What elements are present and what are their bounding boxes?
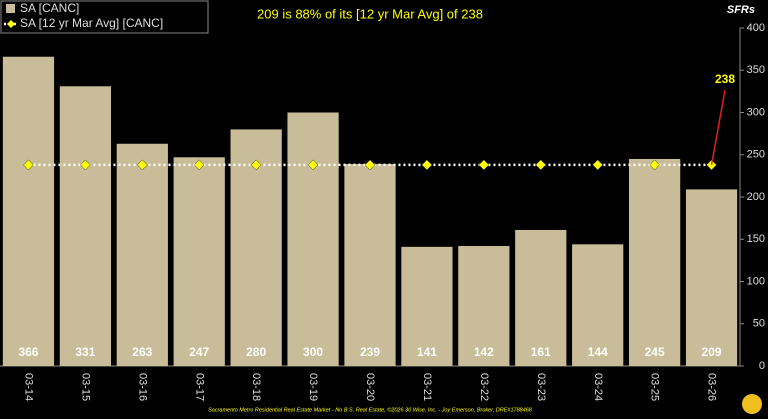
bar <box>344 164 396 366</box>
chart-title: 209 is 88% of its [12 yr Mar Avg] of 238 <box>257 6 483 21</box>
data-label: 142 <box>474 345 494 359</box>
x-tick-label: 03-21 <box>421 373 433 401</box>
avg-marker <box>80 159 91 171</box>
bar <box>629 158 681 366</box>
bar <box>116 143 168 366</box>
bar <box>401 246 453 366</box>
y-tick-label: 200 <box>747 191 765 203</box>
annotation: 238 <box>715 72 735 86</box>
data-label: 247 <box>189 345 209 359</box>
data-label: 161 <box>531 345 551 359</box>
y-tick-label: 250 <box>747 149 765 161</box>
y-tick-label: 400 <box>747 22 765 34</box>
x-tick-label: 03-16 <box>136 373 148 401</box>
avg-marker <box>136 159 148 171</box>
x-tick-label: 03-23 <box>535 373 547 401</box>
data-label: 239 <box>360 345 380 359</box>
avg-marker <box>23 159 34 171</box>
y-tick-label: 350 <box>747 64 765 76</box>
avg-marker <box>478 159 490 171</box>
avg-marker <box>592 159 604 171</box>
bar <box>572 244 624 366</box>
legend-label: SA [CANC] <box>20 1 79 15</box>
data-label: 141 <box>417 345 437 359</box>
logo <box>742 394 762 414</box>
data-label: 280 <box>246 345 266 359</box>
y-tick-label: 150 <box>747 233 765 245</box>
y-tick-label: 100 <box>747 275 765 287</box>
legend-box <box>0 0 209 34</box>
data-label: 331 <box>75 345 95 359</box>
avg-marker <box>307 159 319 171</box>
avg-marker <box>535 159 547 171</box>
data-label: 144 <box>588 345 608 359</box>
y-tick-label: 0 <box>759 360 765 372</box>
bar <box>287 112 339 366</box>
avg-marker <box>250 159 262 171</box>
x-tick-label: 03-26 <box>706 373 718 401</box>
x-tick-label: 03-19 <box>307 373 319 401</box>
bar <box>173 157 225 366</box>
bar <box>2 56 55 366</box>
x-tick-label: 03-24 <box>592 373 604 401</box>
x-tick-label: 03-22 <box>478 373 490 401</box>
data-label: 209 <box>702 345 722 359</box>
avg-marker <box>364 159 376 171</box>
x-tick-label: 03-18 <box>250 373 262 401</box>
bar <box>515 229 567 366</box>
data-label: 300 <box>303 345 323 359</box>
y-tick-label: 50 <box>753 318 765 330</box>
legend-label: SA [12 yr Mar Avg] [CANC] <box>20 16 163 30</box>
avg-marker <box>649 159 660 171</box>
footer: Sacramento Metro Residential Real Estate… <box>208 406 533 413</box>
bar <box>59 86 111 367</box>
bar <box>685 189 738 366</box>
annotation-arrow <box>710 89 726 166</box>
avg-marker <box>421 159 433 171</box>
y-axis-label: SFRs <box>727 4 755 16</box>
bar <box>458 246 510 366</box>
x-tick-label: 03-14 <box>23 373 35 401</box>
x-tick-label: 03-25 <box>649 373 661 401</box>
x-tick-label: 03-15 <box>79 373 91 401</box>
x-tick-label: 03-20 <box>364 373 376 401</box>
legend-swatch <box>7 20 15 28</box>
data-label: 263 <box>132 345 152 359</box>
y-tick-label: 300 <box>747 106 765 118</box>
legend-swatch <box>6 4 15 13</box>
avg-marker <box>193 159 205 171</box>
data-label: 245 <box>645 345 665 359</box>
x-tick-label: 03-17 <box>193 373 205 401</box>
data-label: 366 <box>18 345 38 359</box>
